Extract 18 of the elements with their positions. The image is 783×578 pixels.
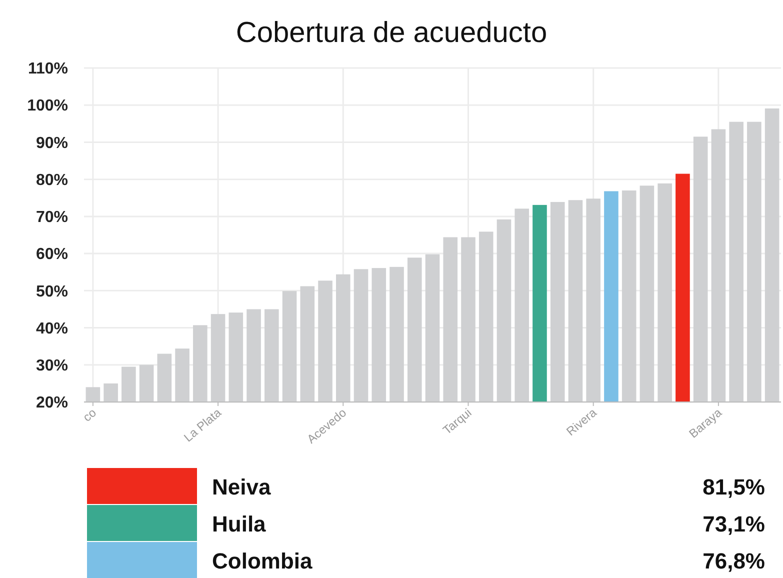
y-tick-label: 70% xyxy=(36,209,68,226)
y-tick-label: 30% xyxy=(36,357,68,374)
x-tick-label: co xyxy=(80,405,100,424)
chart-title: Cobertura de acueducto xyxy=(236,17,548,49)
text: 81,5% xyxy=(702,474,765,500)
y-tick-label: 40% xyxy=(36,320,68,338)
y-tick-label: 50% xyxy=(36,283,68,300)
y-tick-label: 20% xyxy=(36,394,68,412)
y-tick-label: 80% xyxy=(36,172,68,189)
y-tick-label: 100% xyxy=(27,98,68,115)
legend-label: Huila xyxy=(212,512,267,537)
legend-label: Colombia xyxy=(212,548,313,574)
text: 76,8% xyxy=(702,548,765,574)
y-tick-label: 110% xyxy=(28,60,68,78)
text: 73,1% xyxy=(702,512,765,537)
y-tick-label: 60% xyxy=(36,246,68,264)
y-tick-label: 90% xyxy=(36,134,68,152)
legend-label: Neiva xyxy=(212,474,272,500)
